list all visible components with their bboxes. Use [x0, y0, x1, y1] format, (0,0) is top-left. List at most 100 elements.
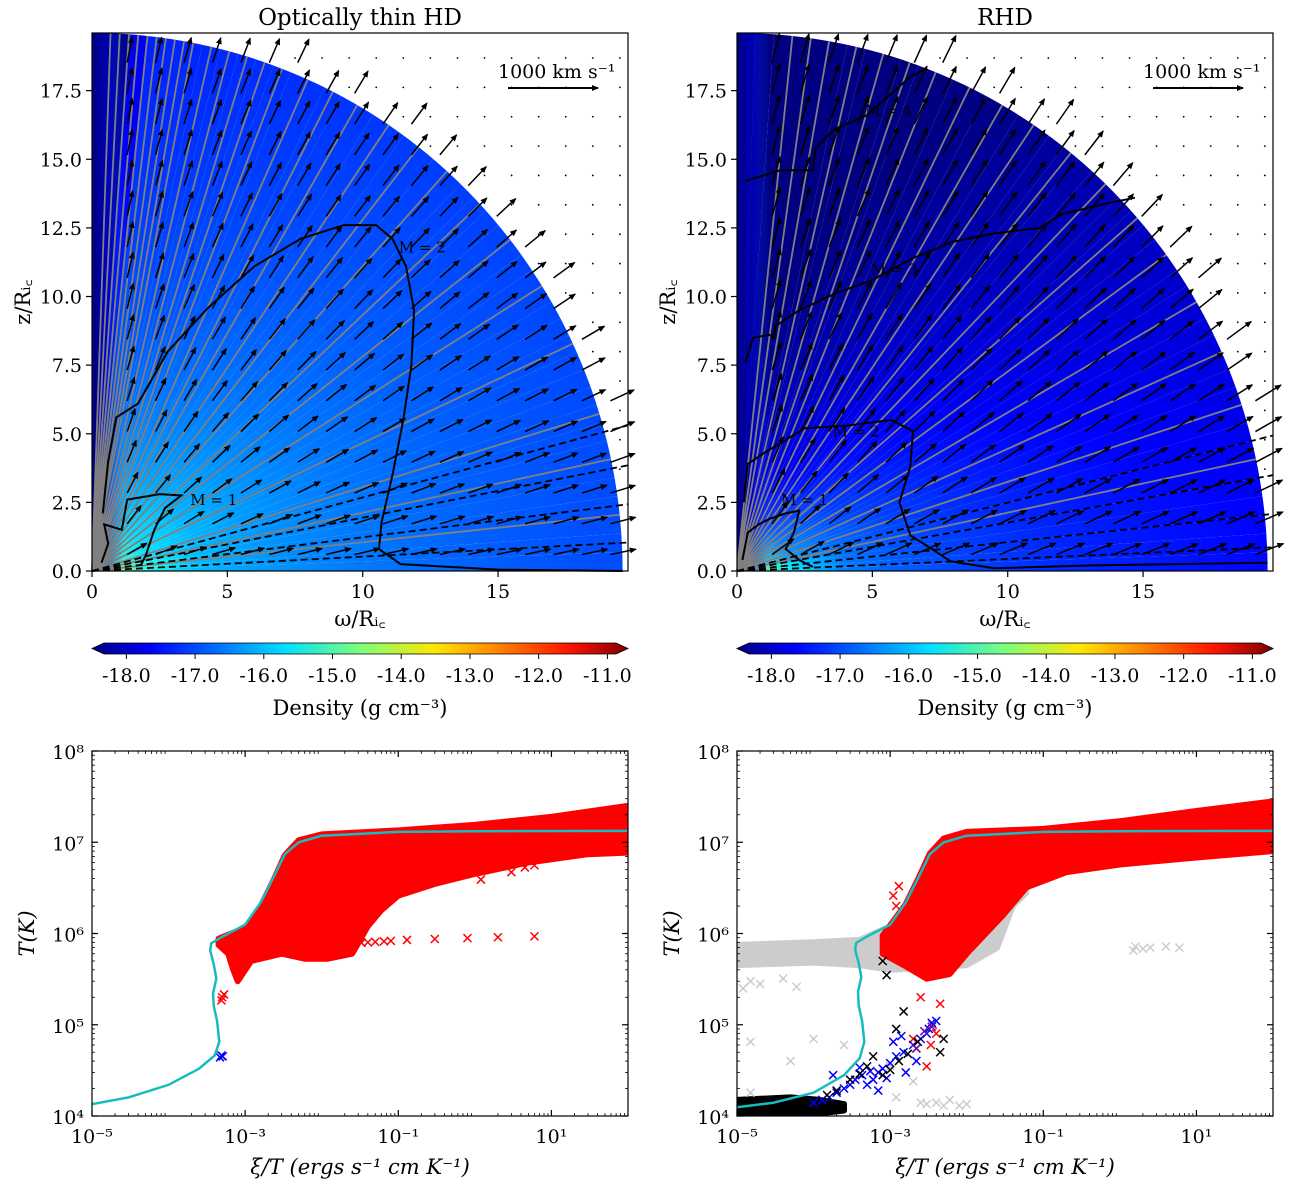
velocity-arrow	[942, 509, 970, 525]
grid-dot	[1101, 115, 1104, 118]
y-tick-label: 0.0	[52, 561, 82, 583]
velocity-arrow	[211, 160, 223, 186]
velocity-arrow	[354, 289, 374, 310]
grid-dot	[456, 145, 459, 147]
velocity-arrow	[240, 546, 266, 556]
scatter-point	[878, 956, 888, 966]
velocity-arrow	[211, 37, 222, 63]
scatter-point	[785, 1056, 796, 1066]
velocity-arrow	[1112, 478, 1141, 494]
grid-dot	[1209, 233, 1212, 236]
velocity-arrow	[382, 385, 406, 402]
colorbar-body: -18.0 -17.0 -16.0 -15.0 -14.0 -13.0 -12.0 -11.0	[91, 642, 632, 687]
velocity-arrow	[1141, 414, 1168, 433]
x-axis-label: ξ/T (ergs s⁻¹ cm K⁻¹)	[895, 1155, 1115, 1179]
grid-dot	[1047, 57, 1050, 59]
x-tick-label: 0	[731, 581, 743, 603]
colorbar-tick-label: -15.0	[953, 665, 1002, 687]
velocity-arrow	[439, 165, 458, 187]
velocity-arrow	[828, 280, 843, 309]
grid-dot	[456, 86, 459, 89]
velocity-arrow	[1084, 224, 1106, 248]
colorbar-tick-label: -14.0	[377, 665, 426, 687]
velocity-arrow	[467, 260, 489, 279]
scatter-point	[476, 875, 486, 885]
velocity-arrow	[1055, 98, 1075, 125]
velocity-arrow	[382, 321, 404, 340]
velocity-arrow	[1255, 479, 1284, 494]
velocity-arrow	[325, 514, 352, 525]
velocity-arrow	[1226, 320, 1252, 340]
grid-dot	[537, 145, 540, 147]
scatter-point	[935, 1047, 945, 1057]
scatter-point	[828, 1070, 838, 1080]
velocity-arrow	[411, 547, 438, 556]
velocity-arrow	[828, 156, 841, 186]
velocity-arrow	[771, 124, 782, 156]
velocity-arrow	[913, 475, 939, 494]
density-wedge	[737, 150, 1100, 571]
grid-dot	[1101, 86, 1104, 89]
streamline	[736, 183, 1107, 572]
density-wedge	[737, 330, 1232, 571]
colorbar-tick-label: -12.0	[1159, 665, 1208, 687]
grid-dot	[1209, 115, 1212, 118]
velocity-arrow	[942, 542, 971, 556]
velocity-arrow	[410, 259, 431, 279]
velocity-arrow	[211, 444, 231, 463]
velocity-arrow	[524, 261, 547, 279]
velocity-arrow	[240, 513, 264, 525]
streamline	[91, 104, 359, 572]
velocity-arrow	[354, 257, 373, 279]
velocity-arrow	[1255, 416, 1283, 433]
velocity-arrow	[856, 64, 869, 94]
velocity-arrow	[885, 188, 900, 217]
velocity-arrow	[154, 409, 168, 432]
grid-dot	[618, 145, 621, 147]
velocity-arrow	[1141, 510, 1170, 525]
scatter-point	[529, 931, 539, 941]
grid-dot	[1236, 321, 1239, 324]
colorbar-tick-label: -15.0	[308, 665, 357, 687]
velocity-arrow	[885, 474, 910, 494]
velocity-arrow	[183, 98, 193, 125]
velocity-arrow	[126, 504, 142, 525]
velocity-arrow	[828, 33, 840, 63]
velocity-arrow	[999, 477, 1027, 494]
velocity-arrow	[354, 449, 379, 463]
grid-dot	[564, 262, 567, 265]
density-wedge	[737, 218, 1164, 571]
grid-dot	[618, 86, 621, 89]
y-tick-label: 10⁵	[697, 1016, 729, 1038]
velocity-arrow	[382, 195, 401, 217]
streamline	[91, 412, 600, 572]
velocity-arrow	[885, 219, 901, 248]
velocity-arrow	[496, 515, 523, 525]
velocity-arrow	[183, 160, 194, 186]
velocity-arrow	[410, 196, 430, 217]
velocity-arrow	[799, 186, 811, 217]
grid-dot	[1236, 292, 1239, 294]
equilibrium-curve-line	[92, 829, 628, 1106]
grid-dot	[1263, 321, 1266, 324]
velocity-arrow	[183, 476, 203, 494]
y-axis-label: T(K)	[15, 910, 39, 956]
grid-dot	[483, 57, 486, 59]
density-wedge	[92, 55, 295, 571]
velocity-arrow	[913, 282, 932, 310]
density-wedge	[92, 127, 426, 571]
grid-dot	[1155, 174, 1158, 177]
velocity-arrow	[885, 33, 898, 63]
velocity-arrow	[1084, 350, 1109, 371]
grid-dot	[1074, 115, 1077, 118]
velocity-arrow	[1084, 446, 1112, 463]
scatter-point	[845, 1075, 855, 1085]
velocity-arrow	[1141, 542, 1171, 556]
velocity-arrow	[856, 126, 870, 156]
scatter-point	[839, 1040, 849, 1050]
grid-dot	[993, 57, 996, 59]
velocity-arrow	[1198, 383, 1225, 402]
velocity-arrow	[353, 132, 370, 156]
velocity-arrow	[410, 164, 429, 187]
